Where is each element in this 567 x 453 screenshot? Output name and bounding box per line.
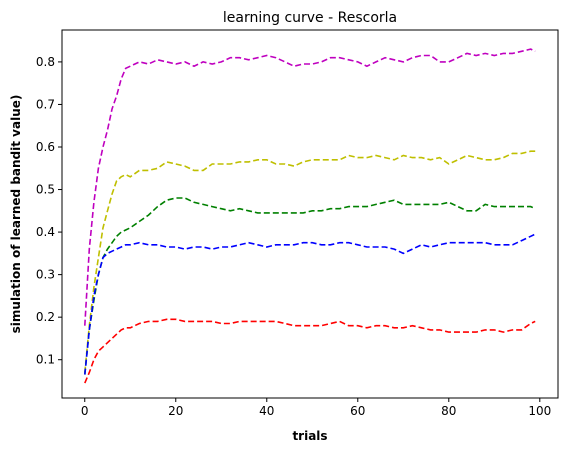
x-tick-label: 20 — [168, 404, 183, 418]
y-axis-ticks: 0.1 0.2 0.3 0.4 0.5 0.6 0.7 0.8 — [36, 55, 62, 367]
series-line-2 — [84, 197, 536, 375]
y-tick-label: 0.6 — [36, 140, 55, 154]
chart-title: learning curve - Rescorla — [223, 10, 397, 26]
x-axis-label: trials — [292, 429, 327, 443]
x-tick-label: 60 — [350, 404, 365, 418]
y-tick-label: 0.7 — [36, 97, 55, 111]
x-axis-ticks: 0 20 40 60 80 100 — [81, 398, 551, 418]
plot-frame — [61, 29, 559, 399]
y-tick-label: 0.1 — [36, 353, 55, 367]
y-tick-label: 0.4 — [36, 225, 55, 239]
y-tick-label: 0.3 — [36, 268, 55, 282]
y-tick-label: 0.2 — [36, 310, 55, 324]
x-tick-label: 40 — [259, 404, 274, 418]
series-layer — [84, 48, 536, 384]
x-tick-label: 0 — [81, 404, 89, 418]
series-line-4 — [84, 318, 536, 384]
x-tick-label: 80 — [441, 404, 456, 418]
series-line-0 — [84, 48, 536, 326]
series-line-3 — [84, 233, 536, 375]
series-line-1 — [84, 150, 536, 373]
y-tick-label: 0.5 — [36, 183, 55, 197]
y-axis-label: simulation of learned bandit value) — [9, 95, 23, 334]
x-tick-label: 100 — [528, 404, 551, 418]
y-tick-label: 0.8 — [36, 55, 55, 69]
